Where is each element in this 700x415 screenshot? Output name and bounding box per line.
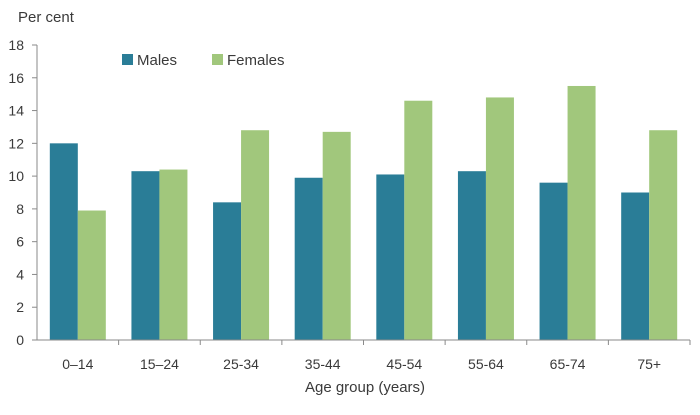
x-tick-label: 25-34 — [223, 356, 259, 372]
y-tick-label: 2 — [16, 299, 24, 315]
y-tick-label: 10 — [8, 168, 24, 184]
x-tick-label: 75+ — [637, 356, 661, 372]
legend-swatch-males — [122, 54, 133, 65]
bar-females-0 — [77, 210, 106, 340]
y-tick-label: 14 — [8, 103, 24, 119]
legend-label-males: Males — [137, 52, 177, 69]
y-axis-title: Per cent — [18, 9, 75, 26]
y-tick-label: 12 — [8, 135, 24, 151]
legend-label-females: Females — [227, 52, 285, 69]
bar-females-1 — [159, 169, 188, 340]
x-tick-label: 0–14 — [62, 356, 93, 372]
y-tick-label: 0 — [16, 332, 24, 348]
y-tick-label: 6 — [16, 234, 24, 250]
x-tick-label: 65-74 — [550, 356, 586, 372]
y-tick-label: 4 — [16, 266, 24, 282]
y-tick-label: 8 — [16, 201, 24, 217]
bar-males-0 — [49, 143, 78, 340]
y-tick-label: 18 — [8, 37, 24, 53]
y-axis-ticks: 0 2 4 6 8 10 12 14 16 18 — [8, 37, 37, 348]
x-tick-label: 35-44 — [305, 356, 341, 372]
legend: Males Females — [122, 52, 285, 69]
bar-females-5 — [485, 97, 514, 340]
bar-males-2 — [213, 202, 242, 340]
bar-males-1 — [131, 171, 160, 340]
bar-males-5 — [457, 171, 486, 340]
x-tick-label: 15–24 — [140, 356, 179, 372]
bar-females-4 — [404, 100, 433, 340]
legend-swatch-females — [212, 54, 223, 65]
x-tick-label: 55-64 — [468, 356, 504, 372]
x-tick-label: 45-54 — [386, 356, 422, 372]
bar-males-7 — [621, 192, 650, 340]
bar-females-2 — [241, 130, 270, 340]
x-axis-title: Age group (years) — [305, 379, 425, 396]
bar-males-6 — [539, 182, 568, 340]
x-axis-ticks: 0–14 15–24 25-34 35-44 45-54 55-64 65-74 75+ — [62, 340, 691, 372]
bars — [49, 85, 678, 340]
bar-males-4 — [376, 174, 405, 340]
bar-females-6 — [567, 85, 596, 340]
y-tick-label: 16 — [8, 70, 24, 86]
bar-males-3 — [294, 177, 323, 340]
bar-females-3 — [322, 131, 351, 340]
bar-females-7 — [649, 130, 678, 340]
